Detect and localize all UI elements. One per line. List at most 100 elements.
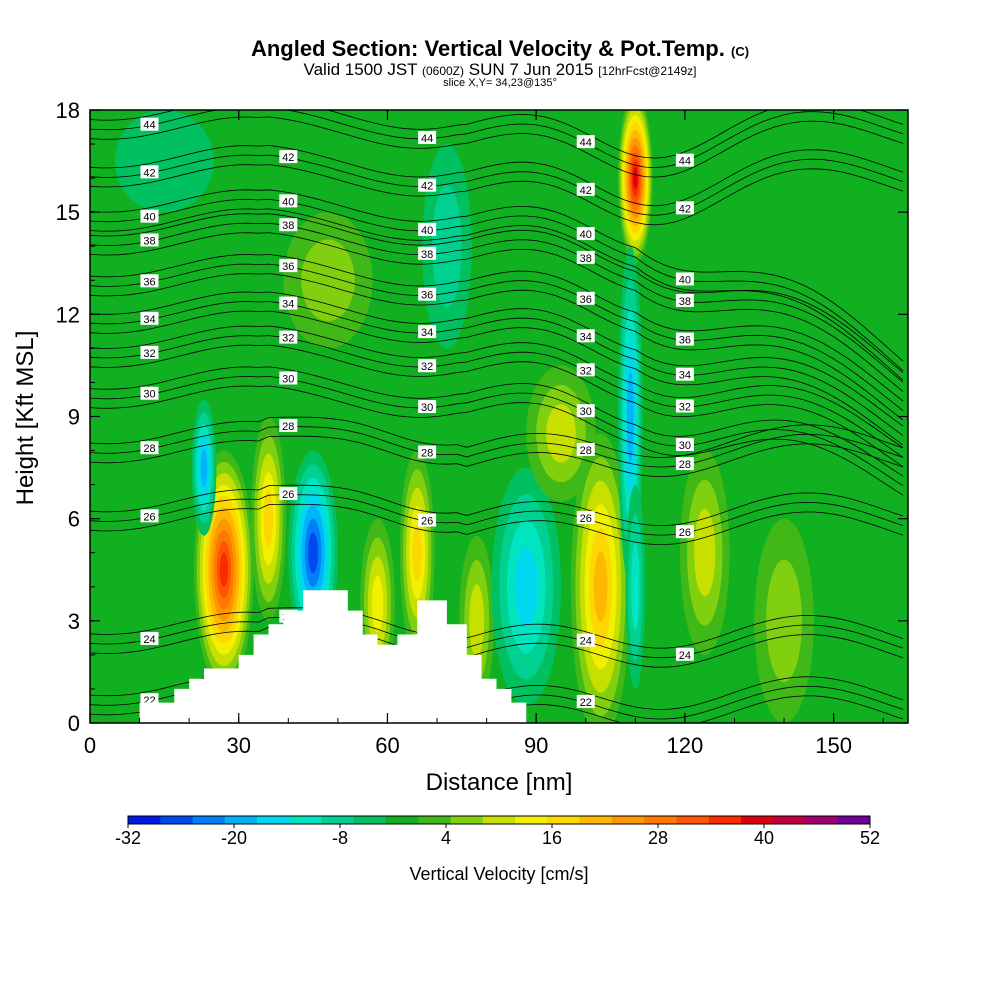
valid-zulu: (0600Z) [421, 64, 465, 78]
label-text: 24 [580, 636, 592, 648]
isentrope-label: 32 [576, 363, 595, 377]
isentrope-label: 32 [279, 330, 298, 345]
x-tick-label: 30 [226, 733, 250, 758]
isentrope-label: 44 [675, 153, 694, 168]
isentrope-line [90, 375, 904, 487]
isentrope-label: 34 [675, 367, 694, 382]
isentrope-line [90, 208, 904, 381]
isentrope-label: 30 [279, 371, 298, 385]
label-text: 36 [421, 290, 433, 302]
label-box [140, 274, 159, 288]
label-text: 30 [679, 440, 691, 452]
isentrope-line [90, 494, 904, 536]
label-text: 30 [143, 389, 155, 401]
x-tick-label: 0 [84, 733, 96, 758]
label-box [279, 218, 298, 232]
x-tick-label: 60 [375, 733, 399, 758]
isentrope-line [90, 145, 904, 207]
label-text: 30 [580, 406, 592, 418]
isentrope-label: 44 [418, 131, 437, 145]
isentrope-line [90, 616, 904, 659]
isentrope-line [90, 344, 904, 468]
label-box [279, 418, 298, 432]
label-box [418, 131, 437, 145]
isentrope-label: 30 [140, 386, 159, 401]
velocity-cell [679, 450, 730, 655]
label-box [418, 359, 437, 373]
label-text: 38 [143, 235, 155, 247]
velocity-cell [754, 518, 814, 723]
terrain-mask [90, 590, 908, 723]
x-tick-label: 120 [667, 733, 704, 758]
isentrope-label: 26 [140, 509, 159, 523]
label-text: 30 [421, 402, 433, 414]
label-box [576, 694, 595, 708]
isentrope-label: 34 [418, 325, 437, 339]
isentrope-label: 42 [140, 165, 159, 179]
isentrope-label: 32 [675, 399, 694, 413]
isentrope-line [90, 291, 904, 427]
label-text: 44 [679, 156, 691, 168]
label-text: 22 [580, 697, 592, 709]
label-box [576, 250, 595, 264]
y-tick-label: 3 [68, 609, 80, 634]
label-text: 24 [679, 650, 691, 662]
label-text: 40 [679, 274, 691, 286]
colorbar-tick-label: -8 [332, 828, 348, 848]
slice-info: slice X,Y= 34,23@135° [443, 77, 557, 89]
label-box [576, 633, 595, 647]
isentrope-label: 40 [418, 222, 437, 237]
isentrope-label: 42 [279, 150, 298, 164]
label-box [140, 441, 159, 455]
isentrope-label: 36 [279, 259, 298, 273]
isentrope-label: 24 [576, 633, 595, 648]
label-text: 38 [580, 253, 592, 265]
isentrope-label: 28 [675, 457, 694, 471]
label-box [675, 332, 694, 346]
isentrope-line [90, 154, 904, 216]
y-tick-label: 6 [68, 507, 80, 532]
plot-area: 2222222224242424242626262626282828282830… [90, 110, 908, 723]
colorbar-swatch [418, 816, 452, 824]
label-box [418, 222, 437, 236]
velocity-contour [412, 524, 422, 581]
label-text: 28 [580, 445, 592, 457]
velocity-contour [469, 584, 485, 658]
colorbar-swatch [611, 816, 645, 824]
isentrope-label: 36 [418, 287, 437, 302]
label-box [140, 631, 159, 645]
label-box [140, 386, 159, 400]
label-text: 34 [421, 327, 433, 339]
label-text: 28 [282, 421, 294, 433]
valid-time: Valid 1500 JST [303, 60, 418, 79]
label-box [279, 194, 298, 208]
isentrope-label: 28 [576, 442, 595, 457]
y-tick-label: 0 [68, 711, 80, 736]
isentrope-line [90, 222, 904, 383]
isentrope-line [90, 435, 904, 477]
isentrope-line [90, 335, 904, 458]
label-text: 26 [580, 513, 592, 525]
velocity-contour [114, 110, 214, 213]
label-text: 38 [679, 296, 691, 308]
isentrope-label: 28 [418, 445, 437, 459]
potential-temperature-contours [90, 110, 904, 723]
label-text: 40 [282, 196, 294, 208]
label-text: 30 [282, 373, 294, 385]
isentrope-label: 32 [418, 359, 437, 373]
isentrope-line [90, 164, 904, 226]
colorbar-swatch [644, 816, 677, 824]
isentrope-label: 38 [140, 233, 159, 247]
label-box [576, 363, 595, 377]
y-tick-label: 15 [56, 200, 80, 225]
label-text: 32 [421, 361, 433, 373]
colorbar-tick-label: 4 [441, 828, 451, 848]
label-text: 44 [421, 133, 433, 145]
isentrope-label: 38 [675, 293, 694, 308]
y-tick-label: 18 [56, 98, 80, 123]
isentrope-label: 26 [279, 487, 298, 501]
label-text: 34 [679, 370, 691, 382]
label-box [675, 272, 694, 286]
label-box [279, 487, 298, 501]
velocity-cell [283, 212, 373, 349]
